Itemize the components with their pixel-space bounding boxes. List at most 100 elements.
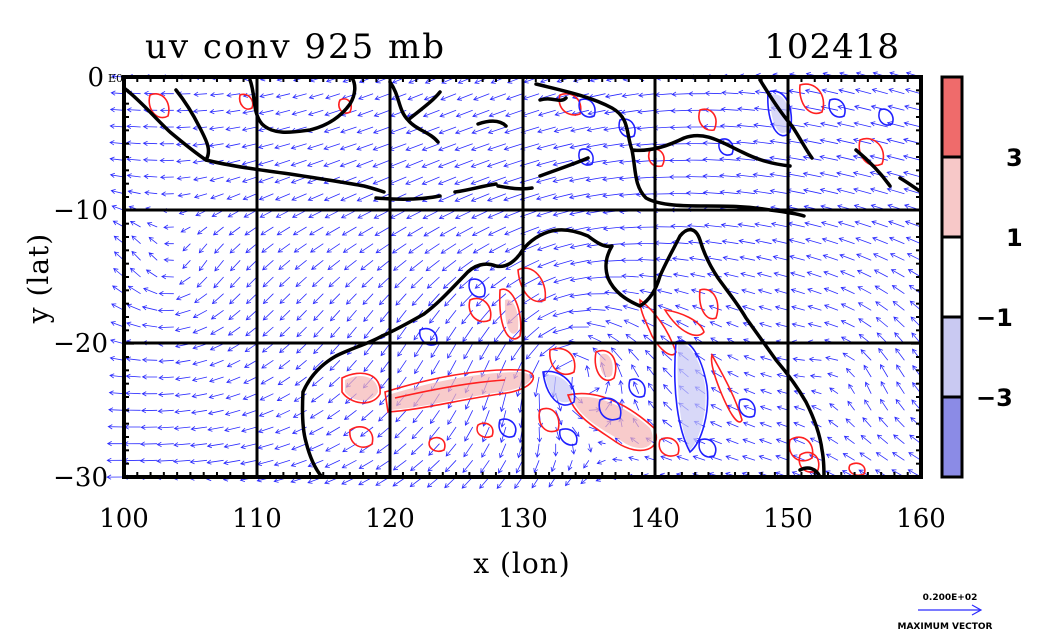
wind-vector (823, 287, 839, 295)
wind-vector (486, 159, 507, 168)
y-axis-label: y (lat) (22, 233, 55, 324)
wind-vector (109, 123, 125, 129)
wind-vector (180, 226, 191, 233)
wind-vector (586, 291, 606, 297)
wind-vector (356, 176, 374, 185)
wind-vector (223, 443, 241, 449)
chart-title: uv conv 925 mb (145, 27, 446, 67)
wind-vector (341, 226, 357, 236)
wind-vector (676, 455, 689, 461)
wind-vector (106, 474, 125, 480)
wind-vector (139, 458, 158, 464)
wind-vector (499, 393, 507, 413)
wind-vector (213, 276, 224, 289)
wind-vector (340, 209, 357, 219)
wind-vector (421, 143, 440, 152)
wind-vector (860, 349, 872, 361)
wind-vector (393, 259, 407, 271)
wind-vector (637, 240, 656, 247)
wind-vector (671, 256, 689, 262)
wind-vector (109, 356, 125, 362)
wind-vector (721, 90, 739, 96)
wind-vector (207, 426, 224, 432)
wind-vector (857, 302, 872, 311)
wind-vector (429, 310, 440, 324)
positive-contour-lines (148, 83, 885, 477)
wind-vector (175, 124, 191, 131)
wind-vector (326, 243, 341, 253)
wind-vector (379, 376, 391, 390)
wind-vector (719, 156, 739, 162)
wind-vector (329, 293, 341, 305)
wind-vector (472, 109, 490, 118)
wind-vector (702, 190, 722, 196)
wind-vector (294, 259, 307, 270)
wind-vector (242, 193, 257, 201)
x-tick-label: 120 (365, 504, 415, 534)
wind-vector (241, 143, 257, 149)
wind-vector (605, 319, 623, 328)
wind-vector (390, 93, 407, 101)
wind-vector (356, 126, 374, 134)
wind-vector (209, 108, 224, 115)
wind-vector (880, 380, 889, 394)
wind-vector (198, 243, 208, 254)
wind-vector (312, 360, 324, 371)
wind-vector (809, 373, 822, 379)
wind-vector (691, 304, 706, 311)
wind-vector (391, 243, 407, 254)
wind-vector (258, 193, 274, 201)
wind-vector (278, 276, 291, 288)
wind-vector (758, 454, 772, 461)
wind-vector (460, 293, 473, 307)
wind-vector (390, 226, 407, 237)
wind-vector (157, 307, 174, 314)
wind-vector (437, 159, 457, 169)
wind-vector (405, 176, 424, 185)
wind-vector (323, 159, 341, 168)
wind-vector (820, 221, 839, 228)
wind-vector (537, 276, 556, 286)
wind-vector (657, 304, 673, 311)
wind-vector (346, 326, 357, 339)
wind-vector (628, 348, 639, 361)
wind-vector (537, 109, 556, 117)
wind-vector (776, 372, 789, 378)
wind-vector (157, 408, 174, 414)
wind-vector (261, 343, 274, 353)
wind-vector (257, 159, 274, 167)
wind-vector (455, 109, 473, 118)
wind-vector (447, 410, 457, 426)
wind-vector (191, 393, 208, 399)
wind-vector (491, 293, 507, 307)
wind-vector (906, 253, 922, 261)
wind-vector (471, 209, 490, 219)
wind-vector (735, 139, 756, 145)
wind-vector (214, 243, 224, 254)
wind-vector (871, 220, 888, 228)
wind-vector (482, 426, 490, 443)
wind-vector (869, 187, 888, 195)
wind-vector (904, 220, 922, 228)
wind-vector (703, 123, 722, 130)
wind-vector (241, 409, 257, 417)
wind-vector (256, 459, 274, 466)
wind-vector (363, 326, 374, 339)
wind-vector (197, 226, 208, 235)
wind-vector (533, 376, 540, 398)
wind-vector (487, 126, 507, 135)
wind-vector (908, 452, 922, 461)
wind-vector (454, 176, 473, 185)
wind-vector (619, 225, 639, 231)
chart-subtitle: 102418 (764, 27, 900, 67)
wind-vector (610, 347, 623, 361)
wind-vector (635, 158, 656, 165)
wind-vector (258, 109, 274, 116)
wind-vector (311, 259, 324, 271)
wind-vector (874, 285, 889, 295)
wind-vector (308, 443, 324, 451)
wind-vector (725, 304, 739, 311)
wind-vector (569, 293, 589, 299)
wind-vector (142, 124, 158, 130)
wind-vector (753, 122, 772, 128)
